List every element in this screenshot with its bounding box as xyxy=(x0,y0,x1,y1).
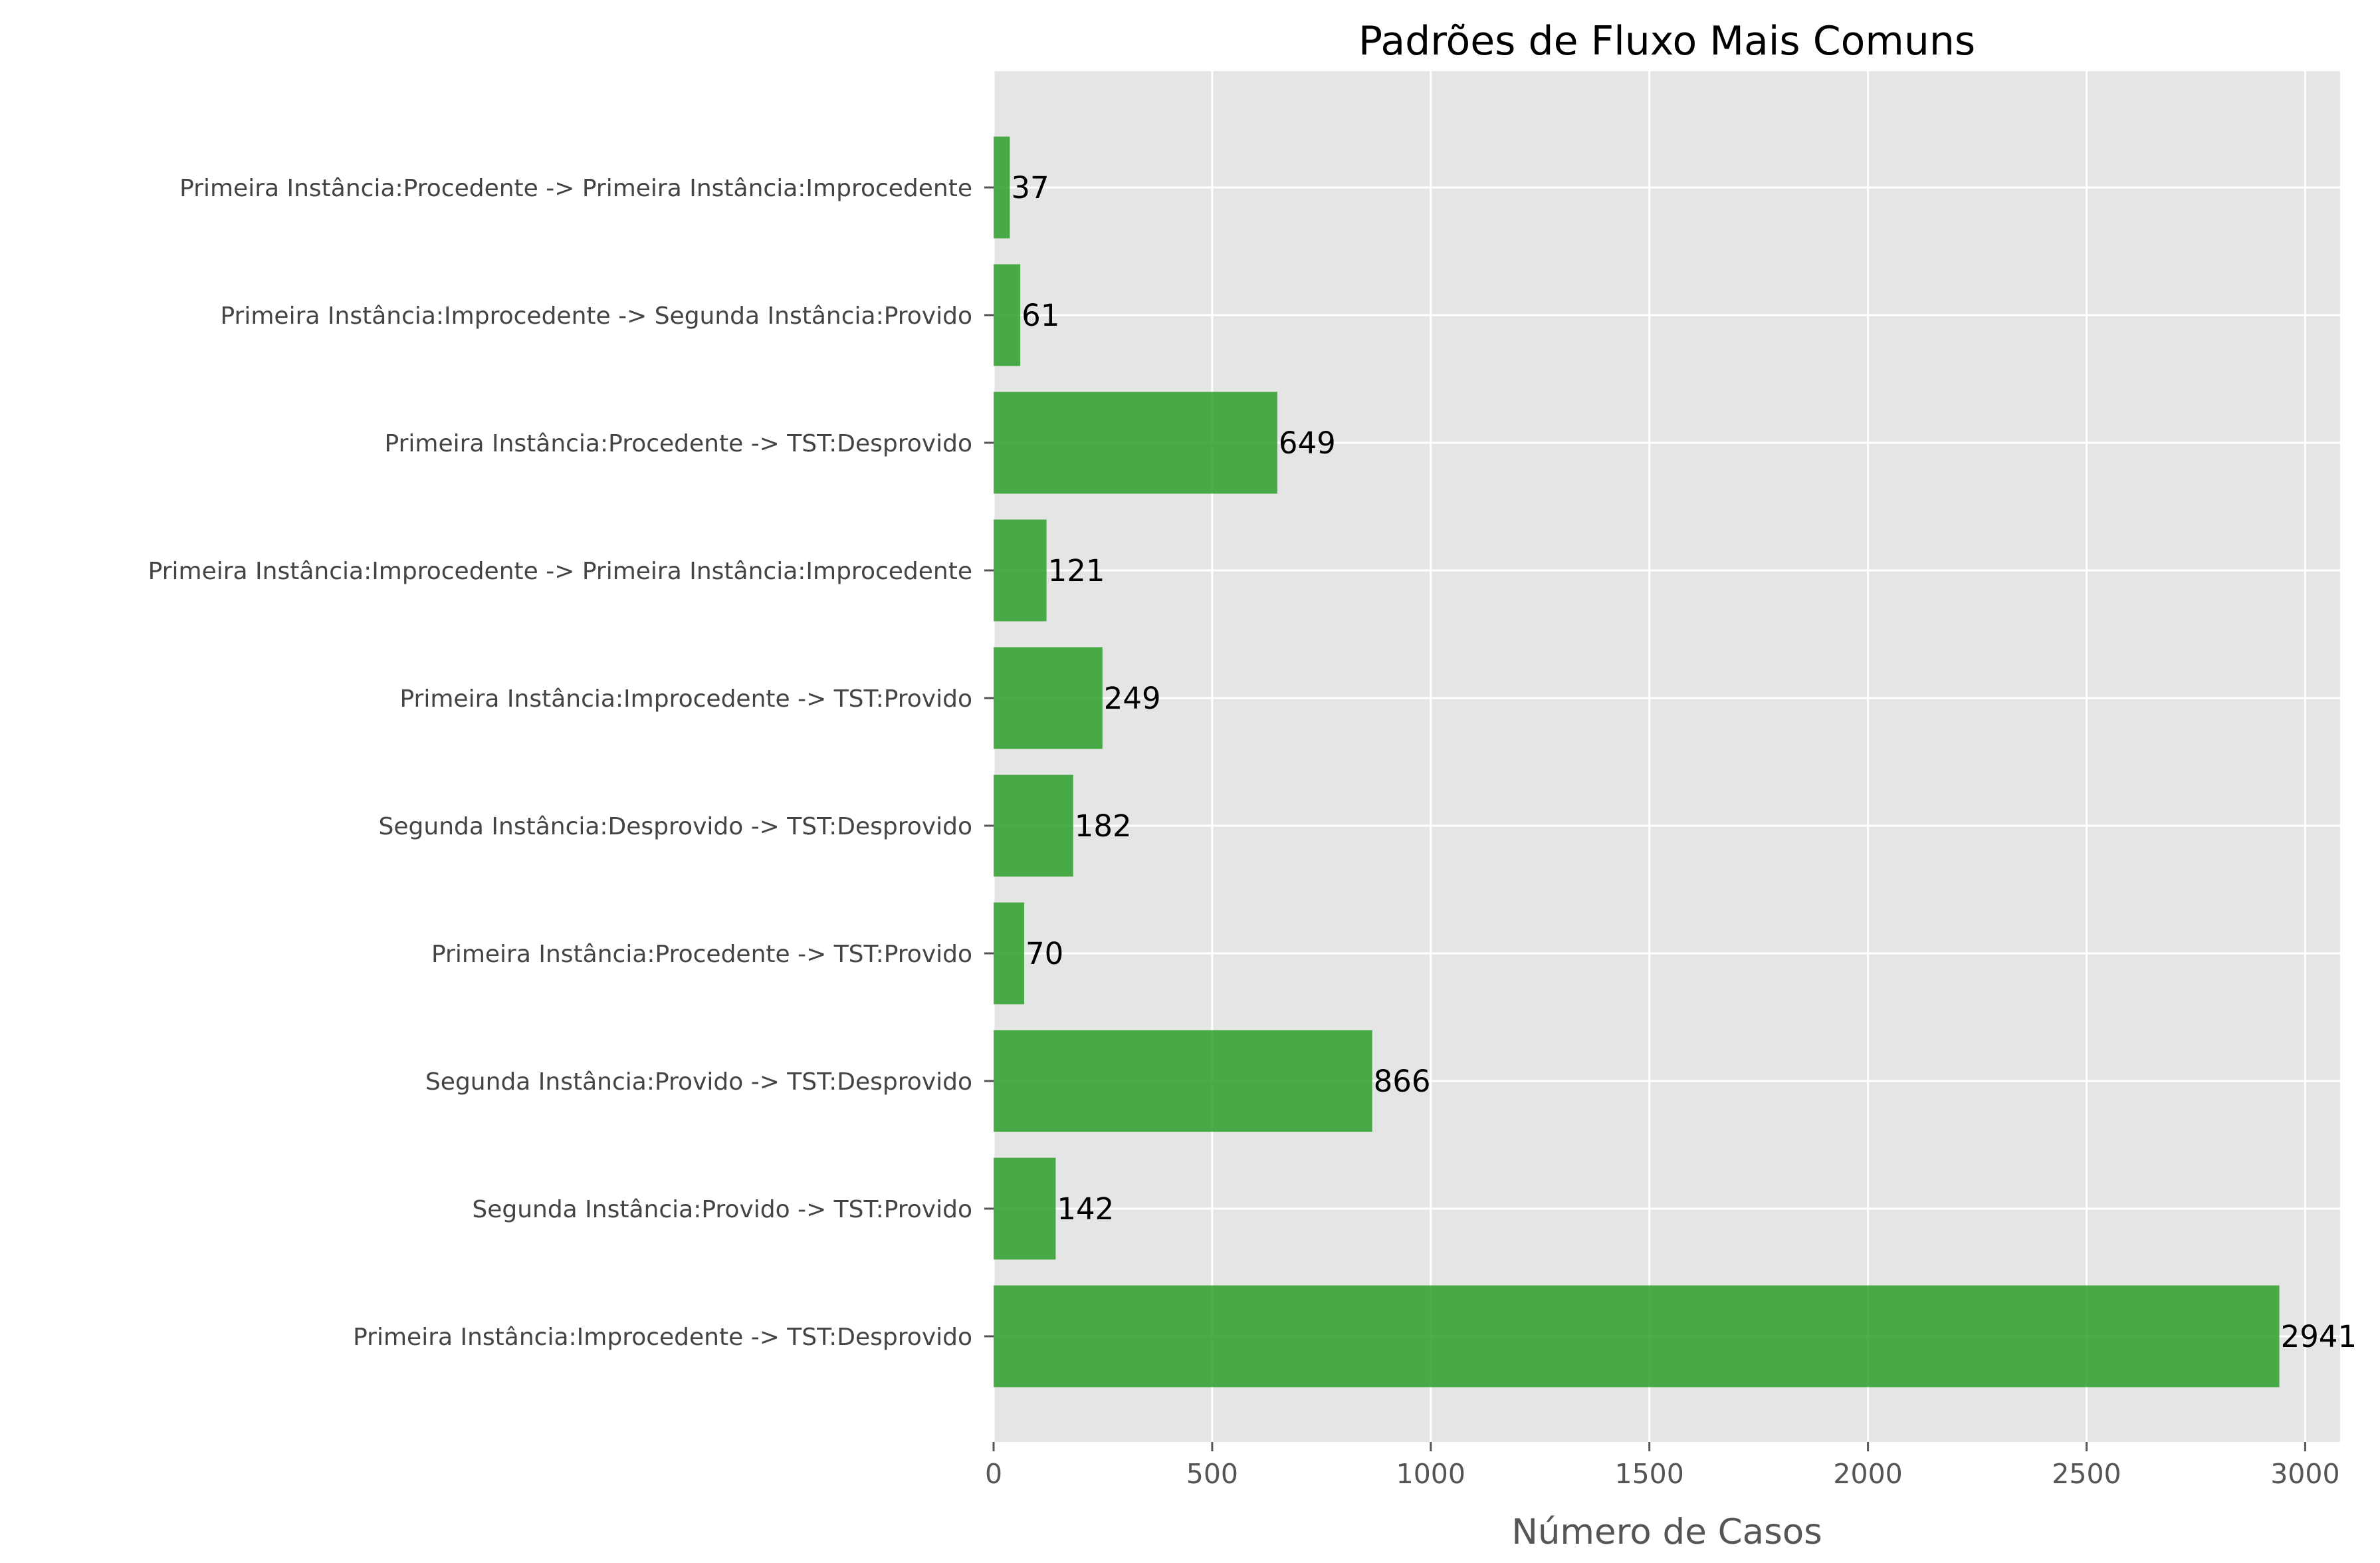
bar xyxy=(994,1285,2280,1387)
x-tick-label: 500 xyxy=(1186,1458,1238,1490)
bar-value-label: 866 xyxy=(1374,1064,1431,1099)
x-tick-label: 1500 xyxy=(1615,1458,1684,1490)
bar xyxy=(994,519,1047,622)
bar xyxy=(994,902,1025,1005)
category-label: Primeira Instância:Improcedente -> Segun… xyxy=(220,302,972,330)
bar-value-label: 182 xyxy=(1075,808,1132,844)
bar-value-label: 61 xyxy=(1022,298,1059,333)
bar xyxy=(994,392,1277,494)
bar-value-label: 142 xyxy=(1057,1191,1114,1227)
bar xyxy=(994,1030,1372,1132)
bar xyxy=(994,775,1073,877)
category-label: Primeira Instância:Improcedente -> TST:P… xyxy=(399,685,972,713)
x-tick-label: 1000 xyxy=(1396,1458,1465,1490)
bar-value-label: 37 xyxy=(1011,170,1049,205)
category-label: Segunda Instância:Provido -> TST:Provido xyxy=(472,1196,972,1223)
bar-value-label: 70 xyxy=(1026,936,1063,971)
bar-value-label: 2941 xyxy=(2281,1319,2357,1354)
plot-background xyxy=(994,71,2340,1442)
bar xyxy=(994,136,1010,239)
category-label: Primeira Instância:Procedente -> Primeir… xyxy=(179,175,972,202)
category-label: Primeira Instância:Procedente -> TST:Pro… xyxy=(431,941,972,968)
category-label: Primeira Instância:Procedente -> TST:Des… xyxy=(385,430,972,457)
bar-value-label: 249 xyxy=(1104,681,1161,716)
bar xyxy=(994,647,1103,749)
x-tick-label: 0 xyxy=(985,1458,1002,1490)
chart-title: Padrões de Fluxo Mais Comuns xyxy=(1358,18,1975,64)
category-label: Primeira Instância:Improcedente -> TST:D… xyxy=(353,1324,972,1351)
category-label: Segunda Instância:Desprovido -> TST:Desp… xyxy=(379,813,972,840)
x-axis-ticks: 0 500 1000 1500 2000 2500 3000 xyxy=(985,1442,2340,1490)
data-labels: 37 61 649 121 249 182 70 866 142 2941 xyxy=(1011,170,2357,1354)
category-label: Primeira Instância:Improcedente -> Prime… xyxy=(148,558,972,585)
x-tick-label: 3000 xyxy=(2270,1458,2339,1490)
bar xyxy=(994,264,1021,366)
bars xyxy=(994,136,2280,1387)
x-tick-label: 2000 xyxy=(1833,1458,1902,1490)
bar-value-label: 649 xyxy=(1279,425,1336,461)
category-labels: Primeira Instância:Procedente -> Primeir… xyxy=(148,175,994,1351)
bar-value-label: 121 xyxy=(1048,553,1105,588)
category-label: Segunda Instância:Provido -> TST:Desprov… xyxy=(425,1068,972,1096)
x-axis-label: Número de Casos xyxy=(1511,1512,1822,1552)
bar xyxy=(994,1157,1056,1260)
x-tick-label: 2500 xyxy=(2052,1458,2121,1490)
